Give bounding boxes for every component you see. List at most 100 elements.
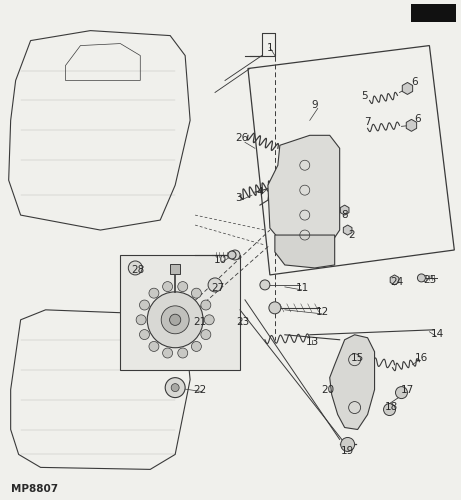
Point [134, 204, 141, 212]
Point [74, 34, 81, 42]
Point [90, 406, 98, 414]
Point [79, 40, 87, 48]
Point [116, 117, 124, 125]
Point [16, 364, 24, 372]
Point [91, 103, 98, 111]
Point [65, 386, 72, 394]
Point [53, 344, 60, 352]
Point [163, 40, 171, 48]
Point [153, 37, 160, 45]
Point [42, 365, 50, 373]
Point [100, 58, 107, 66]
Point [67, 351, 74, 359]
Point [116, 136, 124, 144]
Point [122, 44, 130, 52]
Point [122, 164, 129, 172]
Point [51, 382, 58, 390]
Point [178, 58, 186, 66]
Point [87, 340, 95, 348]
Circle shape [171, 384, 179, 392]
Point [176, 344, 183, 351]
Point [84, 460, 92, 468]
Point [132, 462, 140, 470]
Point [38, 158, 45, 166]
Point [26, 326, 33, 334]
Point [160, 49, 168, 57]
Point [145, 192, 152, 200]
Point [27, 381, 35, 389]
Point [74, 426, 81, 434]
Point [94, 353, 101, 361]
Point [30, 402, 37, 410]
Point [158, 458, 165, 466]
Point [100, 198, 108, 206]
Point [90, 420, 97, 428]
Point [148, 205, 155, 213]
Point [124, 52, 131, 60]
Point [65, 328, 72, 336]
Point [42, 362, 49, 370]
Point [25, 119, 33, 127]
Point [20, 143, 27, 151]
Point [17, 316, 24, 324]
Point [39, 40, 46, 48]
Point [38, 399, 46, 407]
Point [164, 195, 171, 203]
Point [26, 438, 33, 446]
Point [111, 136, 118, 143]
Point [105, 181, 112, 189]
Point [24, 327, 32, 335]
Point [161, 338, 168, 346]
Point [103, 68, 110, 76]
Point [41, 356, 49, 364]
Point [148, 201, 156, 209]
Point [137, 448, 145, 456]
Point [35, 71, 42, 79]
Point [106, 216, 113, 224]
Point [75, 156, 83, 164]
Point [71, 393, 78, 401]
Point [150, 34, 158, 42]
Point [32, 194, 39, 202]
Point [76, 94, 83, 102]
Point [151, 92, 159, 100]
Point [12, 166, 19, 173]
Point [155, 114, 163, 122]
Point [139, 214, 146, 222]
Point [61, 450, 69, 458]
Point [75, 313, 82, 321]
Point [11, 152, 18, 160]
Point [145, 203, 152, 211]
Point [181, 370, 188, 378]
Point [20, 87, 28, 95]
Point [61, 408, 69, 416]
Point [115, 348, 123, 356]
Point [23, 397, 30, 405]
Point [144, 348, 152, 356]
Point [76, 364, 83, 372]
Point [80, 439, 87, 447]
Point [109, 384, 116, 392]
Point [55, 45, 62, 53]
Point [15, 160, 23, 168]
Point [149, 153, 157, 161]
Point [114, 105, 121, 113]
Point [108, 444, 115, 452]
Point [97, 106, 104, 114]
Point [145, 108, 153, 116]
Point [30, 84, 37, 92]
Point [166, 381, 174, 389]
Point [114, 312, 122, 320]
Text: 10: 10 [213, 255, 227, 265]
Point [128, 212, 135, 220]
Point [51, 311, 59, 319]
Point [146, 321, 153, 329]
Point [166, 409, 174, 417]
Point [68, 181, 75, 189]
Point [37, 384, 44, 392]
Point [89, 331, 96, 339]
Point [103, 113, 111, 121]
Point [74, 130, 82, 138]
Point [17, 344, 24, 351]
Point [48, 141, 56, 149]
